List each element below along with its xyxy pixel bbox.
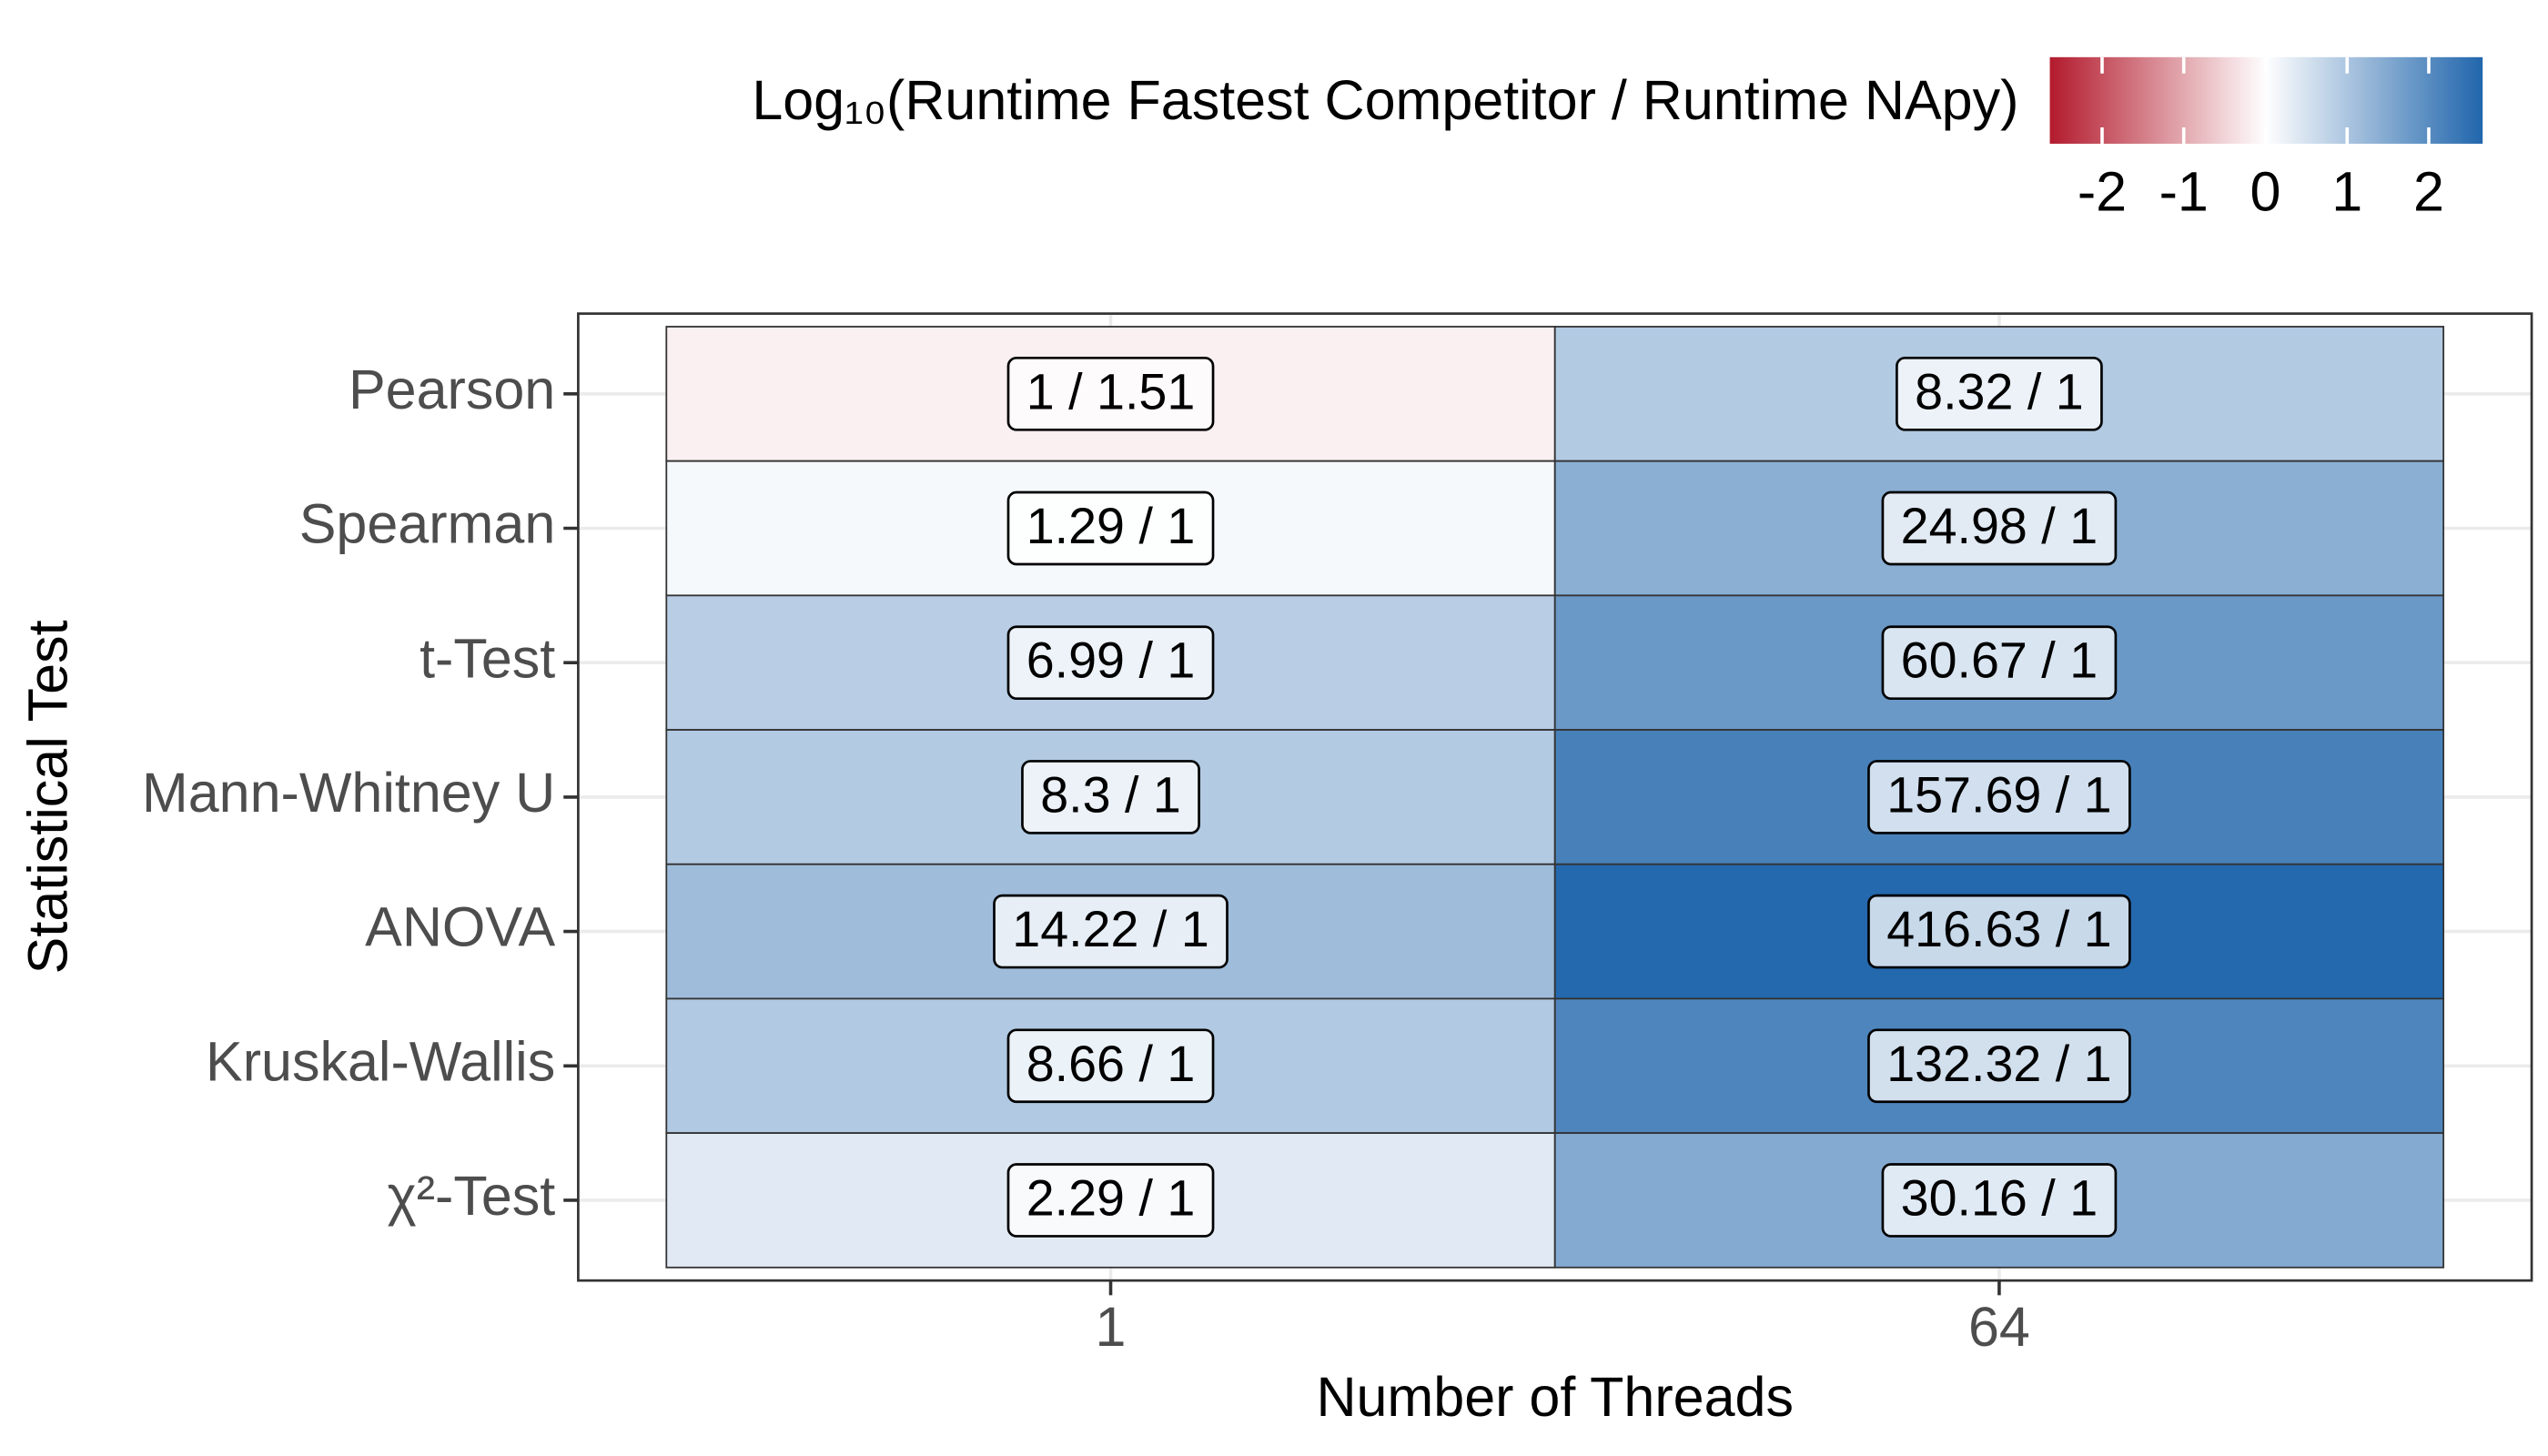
y-axis-title: Statistical Test (17, 620, 79, 974)
panel-border (577, 312, 2533, 1282)
colorbar-tick-label: -1 (2159, 161, 2209, 223)
y-tick-label: Spearman (299, 493, 556, 555)
colorbar-tick-label: 0 (2250, 161, 2281, 223)
y-tick-label: Kruskal-Wallis (206, 1030, 555, 1092)
value-label-box (1896, 356, 2103, 431)
value-label-box (1006, 490, 1215, 566)
value-label: 1 / 1.51 (1026, 363, 1196, 420)
value-label-box (1867, 760, 2131, 834)
value-label: 8.3 / 1 (1040, 766, 1181, 823)
x-tick-label: 1 (1096, 1296, 1127, 1358)
value-label: 60.67 / 1 (1901, 632, 2098, 689)
value-label: 8.66 / 1 (1026, 1036, 1196, 1092)
value-label: 24.98 / 1 (1901, 498, 2098, 554)
value-label: 2.29 / 1 (1026, 1169, 1196, 1226)
value-label-box (993, 894, 1228, 969)
y-tick-label: Pearson (349, 359, 555, 420)
value-label-box (1006, 1163, 1215, 1238)
value-label: 157.69 / 1 (1886, 766, 2111, 823)
x-tick-label: 64 (1968, 1296, 2030, 1358)
y-tick-label: Mann-Whitney U (142, 762, 555, 824)
value-label: 416.63 / 1 (1886, 901, 2111, 957)
value-label: 14.22 / 1 (1012, 901, 1209, 957)
value-label-box (1006, 1028, 1215, 1104)
colorbar-tick-label: -2 (2078, 161, 2127, 223)
value-label-box (1881, 1163, 2118, 1238)
value-label: 8.32 / 1 (1915, 363, 2084, 420)
value-label-box (1867, 1028, 2131, 1104)
value-label: 1.29 / 1 (1026, 498, 1196, 554)
y-tick-label: χ²-Test (388, 1165, 556, 1227)
value-label-box (1881, 490, 2118, 566)
value-label-box (1867, 894, 2131, 969)
y-tick-label: t-Test (420, 627, 555, 689)
value-label: 132.32 / 1 (1886, 1036, 2111, 1092)
value-label: 30.16 / 1 (1901, 1169, 2098, 1226)
y-tick-label: ANOVA (365, 896, 555, 958)
colorbar-tick-label: 2 (2413, 161, 2444, 223)
colorbar-title: Log₁₀(Runtime Fastest Competitor / Runti… (752, 69, 2018, 131)
value-label-box (1021, 760, 1200, 834)
colorbar-tick-label: 1 (2331, 161, 2362, 223)
value-label-box (1881, 625, 2118, 701)
value-label: 6.99 / 1 (1026, 632, 1196, 689)
value-label-box (1006, 356, 1215, 431)
x-axis-title: Number of Threads (1316, 1366, 1794, 1428)
value-label-box (1006, 625, 1215, 701)
